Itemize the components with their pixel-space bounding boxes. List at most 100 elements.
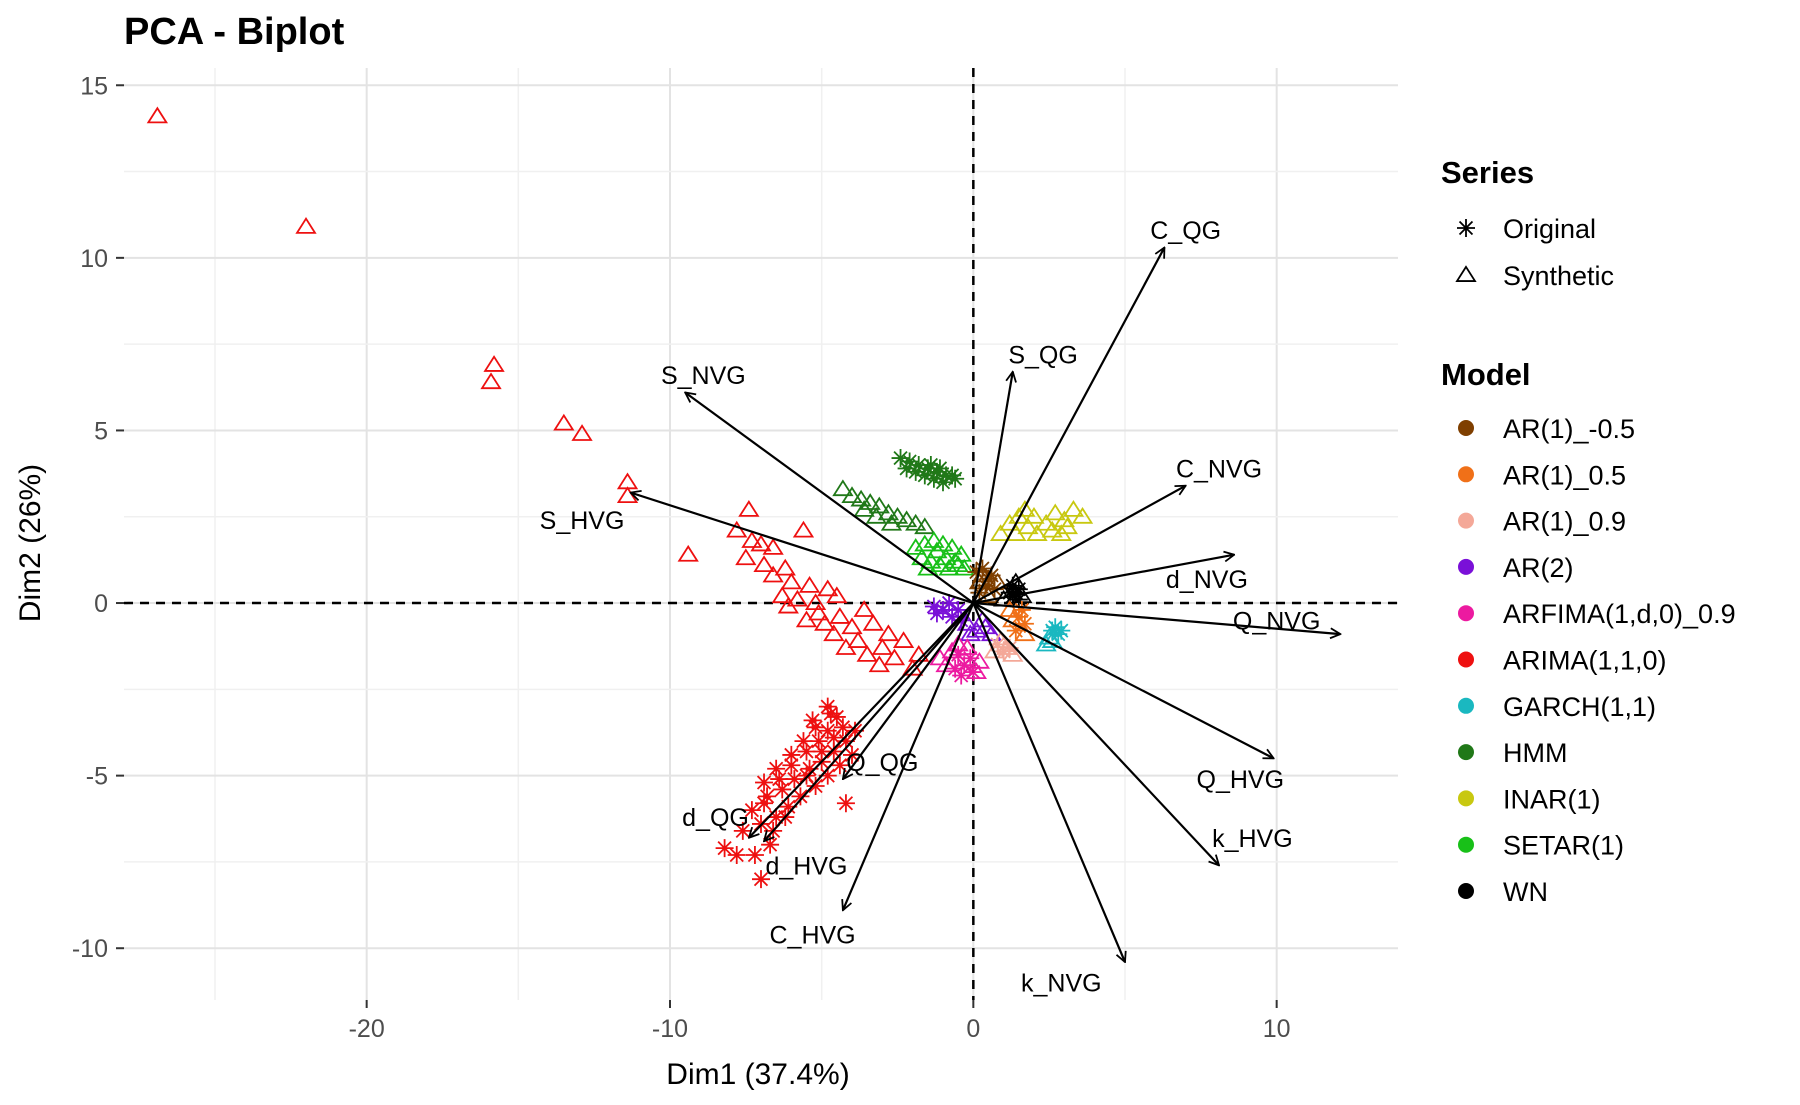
legend-series-label: Original [1503,214,1596,244]
synthetic-point [146,106,169,124]
original-point [812,742,831,761]
synthetic-point [777,596,799,614]
original-point [915,466,934,485]
original-point [797,766,816,785]
original-point [1009,607,1028,626]
original-point [818,697,837,716]
synthetic-point [762,565,784,583]
legend-model-label: SETAR(1) [1503,831,1624,861]
original-point [797,742,816,761]
original-point [818,766,837,785]
original-point [927,604,946,623]
original-point [821,704,840,723]
synthetic-point [817,579,839,597]
synthetic-point [944,551,966,569]
original-point [955,656,974,675]
synthetic-point [798,575,821,593]
original-point [727,846,746,865]
synthetic-point [480,372,502,390]
variable-vectors: C_QG S_QG S_NVG C_NVG S_HVG d_NVG Q_NVG Q_HVG k_… [540,217,1341,998]
synthetic-point [1041,520,1063,538]
synthetic-point [865,506,887,524]
synthetic-point [895,510,918,528]
original-point [779,797,798,816]
vector-arrow-Q_NVG [973,601,1340,634]
x-tick-label: 0 [966,1015,980,1043]
synthetic-point [977,586,1000,604]
synthetic-point [905,513,927,531]
x-tick-label: -20 [349,1015,385,1043]
synthetic-point [616,486,639,504]
original-point [949,645,968,664]
original-point [1046,618,1065,637]
original-point [924,469,943,488]
original-point [824,742,843,761]
vector-arrow-C_NVG [972,486,1185,604]
synthetic-point [880,513,903,531]
synthetic-point [780,572,802,590]
synthetic-point [677,544,699,562]
y-tick-label: 5 [94,417,108,445]
x-axis-title: Dim1 (37.4%) [666,1058,849,1091]
synthetic-point [983,641,1006,659]
original-point [846,721,865,740]
synthetic-point [1050,524,1072,541]
original-point [806,718,825,737]
x-tick-label: 10 [1263,1015,1291,1043]
vector-arrow-S_NVG [685,392,974,604]
original-point [906,462,925,481]
original-point [733,821,752,840]
synthetic-point [829,607,851,624]
synthetic-point [847,631,869,648]
points [146,106,1094,889]
synthetic-point [826,586,848,604]
vector-arrow-d_HVG [764,602,975,841]
synthetic-point [856,645,878,662]
original-point [755,773,774,792]
reference-lines [124,68,1398,1000]
original-point [843,745,861,764]
original-point [891,449,910,468]
original-point [1000,638,1019,657]
synthetic-point [753,555,775,573]
synthetic-point [953,558,975,576]
synthetic-point [886,506,909,524]
original-point [752,870,770,889]
original-point [836,732,855,751]
synthetic-point [792,520,815,538]
legend-model-label: GARCH(1,1) [1503,692,1656,722]
original-point [782,756,801,775]
synthetic-point [835,638,857,655]
original-point [949,600,968,619]
synthetic-point [932,534,954,552]
original-point [909,455,928,474]
original-point [767,759,786,778]
original-point [973,559,992,578]
legend-model-label: ARIMA(1,1,0) [1503,646,1667,676]
vector-label-d_NVG: d_NVG [1166,566,1248,594]
original-point [946,659,965,678]
original-point [952,666,971,685]
original-point [755,794,774,813]
legend-model-dot-icon [1458,512,1474,529]
legend-model-dot-icon [1458,651,1474,668]
legend-model-dot-icon [1458,836,1474,853]
legend-model-dot-icon [1458,744,1474,761]
original-point [773,780,792,799]
axis-ticks: -20 -10 0 10 15 10 5 0 -5 -10 [72,72,1291,1043]
legend-model-dot-icon [1458,790,1474,807]
vector-label-C_HVG: C_HVG [769,921,855,949]
legend-model-dot-icon [1458,420,1474,436]
vector-arrow-k_HVG [972,602,1219,865]
synthetic-point [771,586,793,604]
original-point [1052,621,1071,640]
synthetic-point [616,472,639,490]
legend-model-label: HMM [1503,738,1567,768]
original-point [934,600,952,619]
original-point [930,459,949,478]
synthetic-point [841,486,863,504]
original-point [833,718,852,737]
synthetic-point [741,531,763,548]
synthetic-point [295,217,317,234]
original-point [758,787,777,806]
